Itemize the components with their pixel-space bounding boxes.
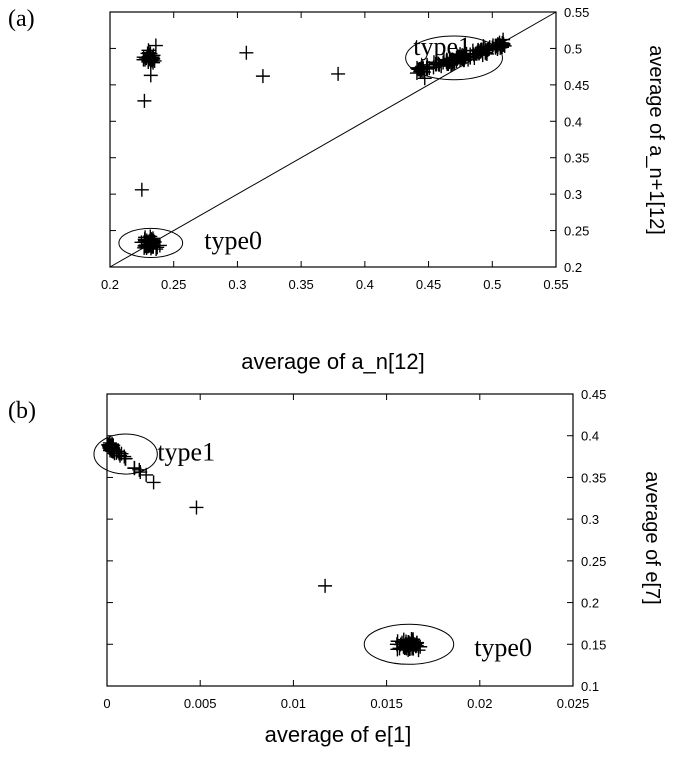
plot-b-type1-circle [93, 433, 158, 475]
plot-b-ytick-label: 0.45 [581, 387, 606, 402]
plot-b-xtick-label: 0.025 [557, 696, 590, 711]
plot-a-xtick-label: 0.4 [356, 277, 374, 292]
plot-b-type0-circle [363, 623, 455, 665]
plot-b-xlabel: average of e[1] [265, 722, 412, 747]
plot-a-trend-point [466, 47, 481, 62]
plot-a-cluster-point [141, 43, 156, 58]
plot-b-ytick-label: 0.25 [581, 554, 606, 569]
plot-a-ytick-label: 0.2 [564, 260, 582, 275]
plot-b-point [139, 467, 154, 482]
plot-a-trend-point [494, 39, 509, 54]
plot-a-ytick-label: 0.35 [564, 151, 589, 166]
plot-a-type1-circle [405, 35, 503, 81]
plot-b-point [318, 578, 333, 593]
plot-a-point [255, 69, 270, 84]
plot-a-point [331, 66, 346, 81]
plot-b-marks: type1 type0 [93, 433, 532, 665]
plot-b-ytick-label: 0.2 [581, 596, 599, 611]
plot-b-point [146, 475, 161, 490]
panel-b-label: (b) [8, 398, 36, 424]
plot-a-type0-label: type0 [204, 226, 262, 255]
plot-a-marks: type1 type0 [109, 11, 557, 268]
plot-b-ytick-label: 0.4 [581, 429, 599, 444]
plot-a-type1-label: type1 [413, 32, 471, 61]
plot-a-trend-point [429, 57, 444, 72]
plot-a-trend-point [415, 64, 430, 79]
plot-a-xtick-label: 0.45 [416, 277, 441, 292]
plot-b-ytick-label: 0.3 [581, 512, 599, 527]
plot-a-point [417, 71, 432, 86]
plot-a-xtick-label: 0.35 [288, 277, 313, 292]
plot-a-ytick-label: 0.4 [564, 114, 582, 129]
plot-a-trend-point [442, 55, 457, 70]
plot-a-trend-point [458, 49, 473, 64]
plot-b-trend-point [101, 437, 116, 452]
plot-a-xtick-label: 0.5 [483, 277, 501, 292]
plot-a-point [239, 45, 254, 60]
plot-a-trend-point [472, 46, 487, 61]
plot-b-cluster-point [399, 641, 414, 656]
plot-a-cluster-point [139, 233, 154, 248]
plot-a-ytick-label: 0.45 [564, 78, 589, 93]
plot-a-ytick-label: 0.55 [564, 5, 589, 20]
plot-a-xtick-label: 0.25 [161, 277, 186, 292]
plot-b-xtick-label: 0.01 [281, 696, 306, 711]
plot-a-ylabel: average of a_n+1[12] [645, 45, 667, 235]
plot-a-xtick-label: 0.3 [228, 277, 246, 292]
plot-a-ytick-label: 0.5 [564, 41, 582, 56]
plot-b-xtick-label: 0 [103, 696, 110, 711]
plot-b-ytick-label: 0.35 [581, 470, 606, 485]
plot-a-xtick-label: 0.55 [543, 277, 568, 292]
plot-a-frame [109, 11, 557, 268]
plot-b-xtick-label: 0.02 [467, 696, 492, 711]
plot-b-trend-point [101, 438, 116, 453]
plot-b-ytick-label: 0.15 [581, 637, 606, 652]
plot-b-type1-label: type1 [157, 438, 215, 467]
plot-a-ytick-label: 0.25 [564, 224, 589, 239]
plot-a-type0-circle [118, 227, 184, 259]
plot-b-type0-label: type0 [474, 633, 532, 662]
plot-a-ticks: 0.2 0.25 0.3 0.35 0.4 0.45 0.5 0.55 0.2 0.25 0.3 0.… [101, 5, 589, 292]
plot-a-xlabel: average of a_n[12] [241, 349, 424, 374]
plot-a-ytick-label: 0.3 [564, 187, 582, 202]
plot-a-trend-point [440, 53, 455, 68]
plot-a-point [134, 182, 149, 197]
plot-a-cluster-point [145, 236, 160, 251]
plot-b-xtick-label: 0.015 [370, 696, 403, 711]
plot-b-point [189, 500, 204, 515]
plot-b-ytick-label: 0.1 [581, 679, 599, 694]
plot-b-cluster-point [396, 639, 411, 654]
plot-a-point [143, 68, 158, 83]
plot-a-cluster-point [144, 50, 159, 65]
panel-a-label: (a) [8, 6, 35, 32]
plot-b-ticks: 0 0.005 0.01 0.015 0.02 0.025 0.1 0.15 0.2 0.25 0.… [103, 387, 606, 711]
plot-b-trend-point [112, 446, 127, 461]
plot-a-trend-point [496, 36, 511, 51]
plot-a-trend-point [478, 43, 493, 58]
plot-b-xtick-label: 0.005 [184, 696, 217, 711]
plot-a-trend-point [441, 57, 456, 72]
plot-b-cluster-point [406, 632, 421, 647]
plot-a-point [148, 38, 163, 53]
plot-a-xtick-label: 0.2 [101, 277, 119, 292]
plot-b-frame [106, 393, 574, 687]
plot-a-point [137, 93, 152, 108]
plot-b-ylabel: average of e[7] [641, 471, 663, 604]
